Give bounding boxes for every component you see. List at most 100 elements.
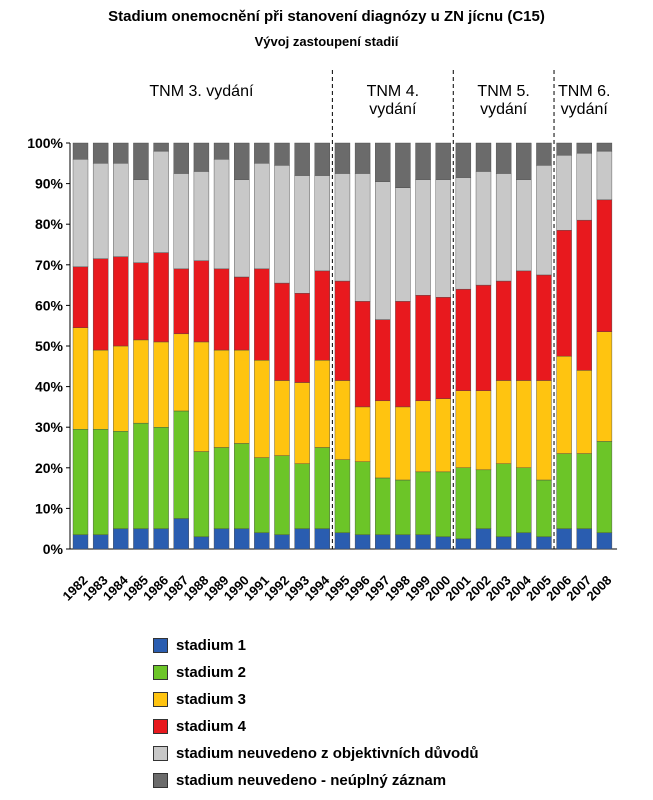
bar-segment bbox=[274, 534, 290, 550]
bar-segment bbox=[576, 219, 592, 371]
bar-segment bbox=[455, 390, 472, 469]
bar-segment bbox=[173, 142, 189, 174]
bar-segment bbox=[415, 142, 431, 180]
bar-segment bbox=[596, 150, 613, 201]
bar-segment bbox=[254, 532, 270, 550]
bar-segment bbox=[354, 173, 371, 302]
bar-segment bbox=[415, 179, 431, 296]
bar-segment bbox=[415, 295, 431, 402]
bar-segment bbox=[153, 142, 169, 152]
bar-segment bbox=[435, 471, 451, 538]
bar-segment bbox=[556, 230, 572, 357]
bar-segment bbox=[113, 345, 129, 432]
bar-segment bbox=[274, 282, 290, 381]
bar-segment bbox=[72, 159, 89, 268]
bar-segment bbox=[576, 370, 592, 454]
bar-segment bbox=[435, 536, 451, 550]
bar-segment bbox=[133, 142, 149, 180]
bar-segment bbox=[354, 534, 371, 550]
legend-swatch bbox=[153, 773, 168, 788]
legend-item: stadium 2 bbox=[153, 659, 479, 686]
bar-segment bbox=[294, 528, 310, 550]
bar-segment bbox=[92, 163, 109, 259]
legend-swatch bbox=[153, 692, 168, 707]
bar-segment bbox=[213, 447, 230, 529]
bar-segment bbox=[435, 142, 451, 180]
bar-segment bbox=[435, 297, 451, 399]
bar-segment bbox=[233, 443, 250, 529]
legend-swatch bbox=[153, 719, 168, 734]
bar-segment bbox=[334, 142, 351, 174]
bar-segment bbox=[334, 173, 351, 282]
bar-segment bbox=[193, 451, 210, 538]
legend-label: stadium 3 bbox=[176, 691, 247, 708]
bar-segment bbox=[274, 142, 290, 166]
chart-title: Stadium onemocnění při stanovení diagnóz… bbox=[108, 8, 545, 25]
bar-segment bbox=[314, 142, 330, 176]
bar-segment bbox=[556, 355, 572, 454]
bar-segment bbox=[516, 142, 532, 180]
bar-segment bbox=[233, 179, 250, 278]
bar-segment bbox=[596, 142, 613, 152]
y-tick-label: 10% bbox=[35, 500, 64, 516]
bar-segment bbox=[536, 274, 552, 381]
bar-segment bbox=[294, 293, 310, 383]
bar-segment bbox=[92, 534, 109, 550]
bar-segment bbox=[92, 142, 109, 164]
bar-segment bbox=[213, 142, 230, 160]
bar-segment bbox=[72, 327, 89, 430]
bar-segment bbox=[375, 142, 391, 182]
bar-segment bbox=[596, 441, 613, 533]
bar-segment bbox=[153, 252, 169, 343]
bar-segment bbox=[354, 461, 371, 535]
bar-segment bbox=[233, 276, 250, 351]
bar-segment bbox=[173, 173, 189, 270]
bar-segment bbox=[72, 429, 89, 535]
period-label: TNM 5. vydání bbox=[477, 83, 529, 118]
bar-segment bbox=[576, 152, 592, 221]
bar-segment bbox=[294, 463, 310, 529]
bar-segment bbox=[415, 400, 431, 473]
bar-segment bbox=[495, 142, 512, 174]
bar-segment bbox=[173, 333, 189, 412]
bar-segment bbox=[395, 479, 411, 535]
bar-segment bbox=[475, 284, 492, 391]
legend-label: stadium 4 bbox=[176, 718, 247, 735]
bar-segment bbox=[314, 528, 330, 550]
bar-segment bbox=[274, 455, 290, 535]
bar-segment bbox=[133, 339, 149, 424]
stacked-bar-chart: 0%10%20%30%40%50%60%70%80%90%100%1982198… bbox=[27, 70, 618, 604]
bar-segment bbox=[495, 380, 512, 464]
bar-segment bbox=[455, 177, 472, 290]
bar-segment bbox=[435, 398, 451, 473]
bar-segment bbox=[334, 380, 351, 460]
bar-segment bbox=[133, 179, 149, 263]
bar-segment bbox=[233, 142, 250, 180]
period-label: TNM 6. vydání bbox=[558, 83, 610, 118]
bar-segment bbox=[375, 400, 391, 479]
bar-segment bbox=[536, 380, 552, 481]
bar-segment bbox=[516, 380, 532, 469]
bar-segment bbox=[556, 154, 572, 231]
bar-segment bbox=[475, 142, 492, 172]
bar-segment bbox=[113, 256, 129, 347]
bar-segment bbox=[334, 532, 351, 550]
bar-segment bbox=[395, 142, 411, 188]
y-tick-label: 30% bbox=[35, 419, 64, 435]
bar-segment bbox=[193, 536, 210, 550]
bar-segment bbox=[254, 360, 270, 458]
legend-label: stadium 1 bbox=[176, 637, 247, 654]
legend-item: stadium 3 bbox=[153, 686, 479, 713]
bar-segment bbox=[254, 457, 270, 533]
legend-item: stadium 4 bbox=[153, 713, 479, 740]
bar-segment bbox=[173, 410, 189, 519]
bar-segment bbox=[435, 179, 451, 298]
bar-segment bbox=[153, 341, 169, 428]
bar-segment bbox=[536, 536, 552, 550]
bar-segment bbox=[415, 534, 431, 550]
bar-segment bbox=[314, 360, 330, 448]
legend-label: stadium neuvedeno - neúplný záznam bbox=[176, 772, 447, 789]
y-tick-label: 80% bbox=[35, 216, 64, 232]
bar-segment bbox=[133, 528, 149, 550]
bar-segment bbox=[536, 479, 552, 538]
